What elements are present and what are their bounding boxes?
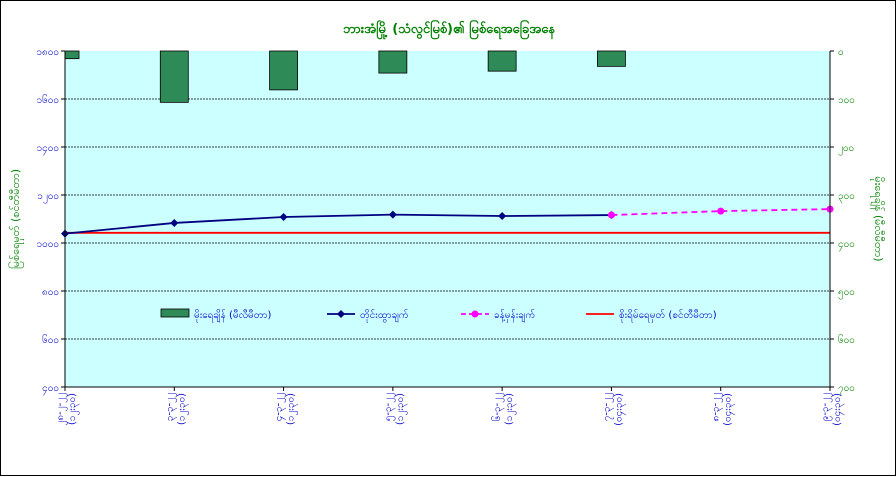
legend-item: စိုးရိမ်ရေမှတ် (စင်တီမီတာ) xyxy=(586,308,717,323)
y-left-tick-label: ၁၀၀၀ xyxy=(37,239,60,250)
y-right-tick-label: ၅၀၀ xyxy=(838,287,855,300)
y-axis-left-title: မြစ်ရေမှတ် (စင်တီမီတာ) xyxy=(8,169,24,269)
legend-label: စိုးရိမ်ရေမှတ် (စင်တီမီတာ) xyxy=(619,308,717,323)
x-tick-label: ၂၈-၂-၂၂ (၁၂း၃၀) xyxy=(55,393,80,426)
axes: ၁၈၀၀၁၆၀၀၁၄၀၀၁၂၀၀၁၀၀၀၈၀၀၆၀၀၄၀၀၀၁၀၀၂၀၀၃၀၀၄… xyxy=(36,47,854,426)
x-tick-label-line: ၉-၃-၂၂ xyxy=(820,393,833,421)
x-tick-label-line: (၁၂း၃၀) xyxy=(395,393,408,425)
observed-point xyxy=(170,218,179,227)
legend-label: တိုင်းထွာချက် xyxy=(360,308,409,323)
x-tick-label-line: (၁၂း၃၀) xyxy=(504,393,517,425)
x-tick-label-line: (၀၄း၃၀) xyxy=(723,393,736,426)
y-right-tick-label: ၀ xyxy=(838,47,844,58)
y-left-tick-label: ၁၄၀၀ xyxy=(37,143,60,156)
legend-label: ခန့်မှန်းချက် xyxy=(494,308,535,323)
gridlines xyxy=(65,98,830,340)
rain-bar xyxy=(159,50,189,103)
rain-bar xyxy=(64,50,80,60)
y-right-tick-label: ၆၀၀ xyxy=(838,333,855,346)
legend: မိုးရေချိန် (မီလီမီတာ) တိုင်းထွာချက် ခန့်မ… xyxy=(160,308,717,323)
x-tick-label-line: (၁၂း၃၀) xyxy=(286,393,299,425)
observed-point xyxy=(279,213,288,222)
rain-bars xyxy=(64,50,626,103)
rain-bar xyxy=(378,50,408,74)
y-axis-right-title: မိုးရေချိန် (မီလီမီတာ) xyxy=(870,176,885,261)
x-tick-label: ၃-၃-၂၂ (၁၂း၃၀) xyxy=(164,393,189,425)
x-tick-label-line: ၈-၃-၂၂ xyxy=(711,393,724,421)
x-tick-label-line: (၀၄း၃၀) xyxy=(613,393,626,426)
x-tick-label: ၉-၃-၂၂ (၀၄း၃၀) xyxy=(820,393,845,426)
chart-title: ဘားအံမြို့ (သံလွင်မြစ်)၏ မြစ်ရေအခြေအနေ xyxy=(343,19,556,40)
legend-item: မိုးရေချိန် (မီလီမီတာ) xyxy=(160,308,272,323)
y-right-tick-label: ၇၀၀ xyxy=(838,383,855,396)
rain-bar xyxy=(487,50,517,72)
x-tick-label-line: (၀၄း၃၀) xyxy=(832,393,845,426)
y-left-tick-label: ၁၆၀၀ xyxy=(37,93,60,106)
plot-area xyxy=(65,51,830,387)
x-tick-label-line: ၄-၃-၂၂ xyxy=(274,393,287,421)
y-left-tick-label: ၄၀၀ xyxy=(42,383,59,396)
forecast-point xyxy=(717,207,725,215)
x-tick-label-line: ၅-၃-၂၂ xyxy=(383,393,396,421)
y-right-tick-label: ၁၀၀ xyxy=(838,95,855,106)
x-tick-label-line: ၆-၃-၂၂ xyxy=(490,393,505,421)
x-tick-label: ၄-၃-၂၂ (၁၂း၃၀) xyxy=(274,393,299,425)
x-tick-label-line: (၁၂း၃၀) xyxy=(67,393,80,425)
x-tick-label-line: (၁၂း၃၀) xyxy=(176,393,189,425)
forecast-point xyxy=(607,211,615,219)
rain-bar xyxy=(597,50,626,67)
y-right-tick-label: ၃၀၀ xyxy=(838,191,855,204)
legend-label: မိုးရေချိန် (မီလီမီတာ) xyxy=(194,308,272,323)
legend-item: တိုင်းထွာချက် xyxy=(327,308,409,323)
rain-bar xyxy=(269,50,298,91)
y-right-tick-label: ၂၀၀ xyxy=(838,143,854,156)
x-tick-label-line: ၃-၃-၂၂ xyxy=(164,393,177,421)
observed-line xyxy=(64,213,612,235)
y-left-tick-label: ၁၈၀၀ xyxy=(36,47,59,58)
legend-swatch xyxy=(160,308,190,318)
y-left-tick-label: ၆၀၀ xyxy=(42,333,59,346)
legend-marker xyxy=(471,310,479,318)
y-left-tick-label: ၁၂၀၀ xyxy=(37,191,59,204)
legend-marker xyxy=(337,310,345,318)
x-tick-label: ၈-၃-၂၂ (၀၄း၃၀) xyxy=(711,393,736,426)
x-tick-label: ၇-၃-၂၂ (၀၄း၃၀) xyxy=(601,393,626,426)
x-tick-label-line: ၂၈-၂-၂၂ xyxy=(55,393,68,426)
x-tick-label-line: ၇-၃-၂၂ xyxy=(601,393,614,421)
y-left-tick-label: ၈၀၀ xyxy=(42,287,59,298)
x-tick-label: ၆-၃-၂၂ (၁၂း၃၀) xyxy=(490,393,517,425)
observed-point xyxy=(388,210,397,219)
legend-item: ခန့်မှန်းချက် xyxy=(461,308,535,323)
x-tick-label: ၅-၃-၂၂ (၁၂း၃၀) xyxy=(383,393,408,425)
y-right-tick-label: ၄၀၀ xyxy=(838,239,855,252)
observed-point xyxy=(498,212,507,221)
forecast-line xyxy=(611,208,831,216)
